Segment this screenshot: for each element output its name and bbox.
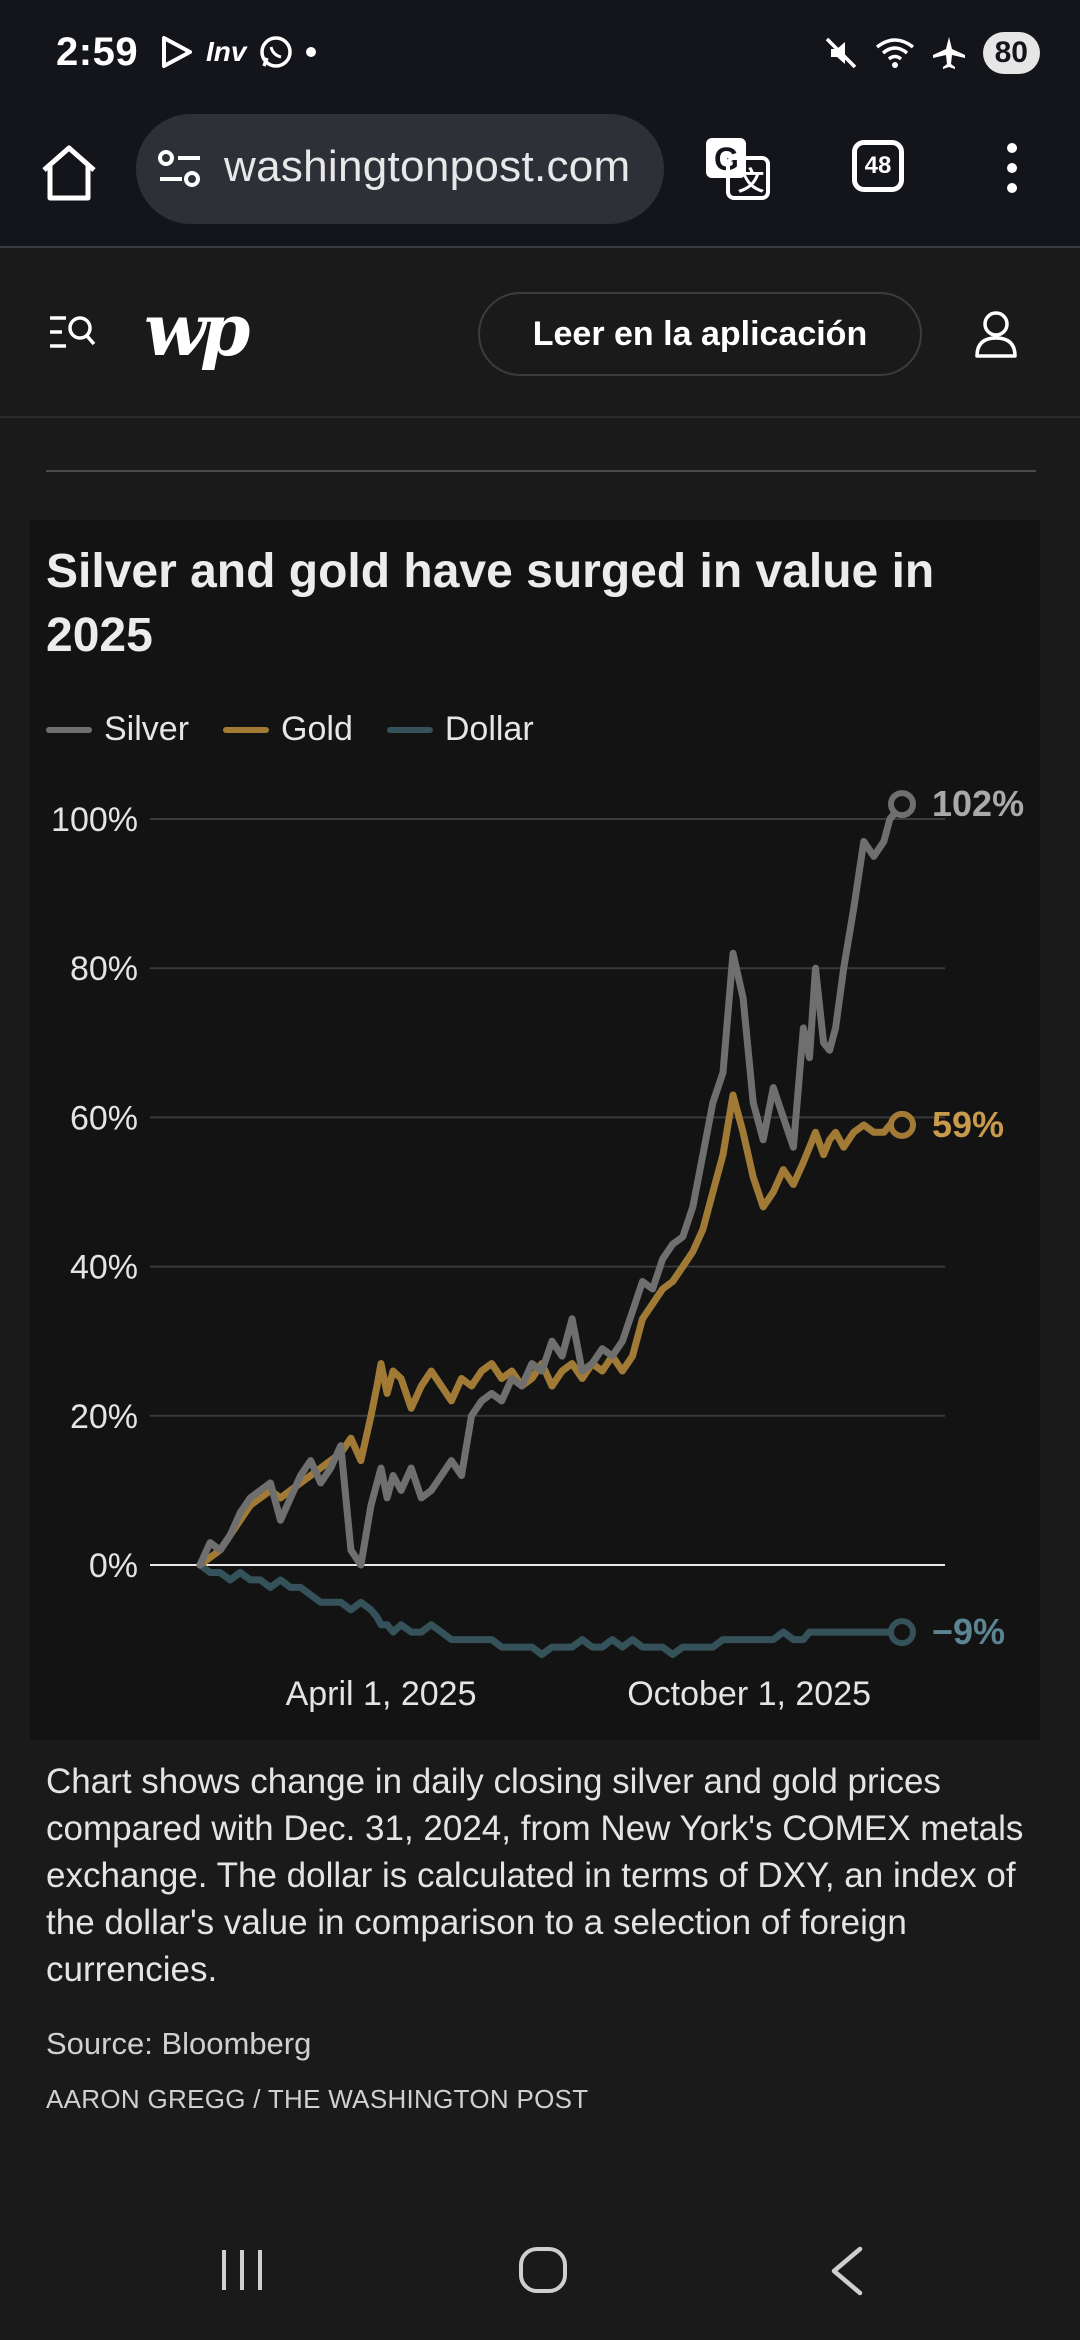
legend-label-gold: Gold	[281, 710, 353, 748]
notification-icons: Inv	[158, 34, 317, 70]
x-tick-label: October 1, 2025	[627, 1675, 871, 1713]
system-nav-bar	[0, 2200, 1080, 2340]
legend-item-gold: Gold	[223, 710, 353, 749]
legend-swatch-silver	[46, 726, 92, 733]
inv-icon: Inv	[206, 36, 247, 67]
translate-icon[interactable]: G文	[704, 134, 770, 200]
address-bar[interactable]: washingtonpost.com	[136, 114, 664, 224]
play-icon	[162, 36, 192, 68]
end-marker-silver	[888, 790, 916, 819]
end-label-silver: 102%	[932, 783, 1024, 824]
legend-item-dollar: Dollar	[386, 710, 534, 749]
y-tick-label: 40%	[70, 1249, 138, 1287]
y-tick-label: 100%	[51, 801, 138, 839]
system-icons: 80	[823, 32, 1040, 74]
legend-swatch-dollar	[386, 726, 433, 733]
status-time: 2:59	[56, 30, 139, 74]
menu-search-icon[interactable]	[48, 312, 96, 352]
end-label-gold: 59%	[932, 1104, 1004, 1145]
user-account-icon[interactable]	[974, 310, 1018, 358]
open-in-app-button[interactable]: Leer en la aplicación	[478, 292, 922, 376]
chart-legend: Silver Gold Dollar	[46, 710, 534, 749]
y-tick-label: 60%	[70, 1099, 138, 1137]
series-line-dollar	[196, 1561, 906, 1658]
home-icon[interactable]	[38, 142, 100, 204]
section-divider	[46, 470, 1036, 472]
airplane-icon	[932, 37, 965, 69]
x-tick-label: April 1, 2025	[286, 1675, 477, 1713]
end-label-dollar: −9%	[932, 1611, 1005, 1652]
back-icon[interactable]	[826, 2246, 866, 2296]
more-options-icon[interactable]	[1000, 140, 1024, 196]
end-marker-dollar	[888, 1618, 916, 1647]
legend-item-silver: Silver	[46, 710, 189, 749]
washington-post-logo[interactable]: wp	[144, 287, 250, 372]
series-line-gold	[196, 1091, 906, 1569]
battery-icon: 80	[982, 32, 1040, 74]
site-settings-icon[interactable]	[156, 148, 204, 190]
nav-home-icon[interactable]	[518, 2246, 568, 2294]
series-line-silver	[196, 800, 906, 1569]
whatsapp-icon	[260, 36, 293, 68]
url-text[interactable]: washingtonpost.com	[224, 142, 631, 191]
mute-icon	[825, 37, 856, 69]
wifi-icon	[875, 38, 914, 68]
y-tick-label: 0%	[89, 1547, 138, 1585]
line-chart: 0% 20% 40% 60% 80% 100% April 1, 2025 October 1…	[51, 783, 1024, 1713]
end-marker-gold	[888, 1110, 916, 1139]
chart-description: Chart shows change in daily closing silv…	[46, 1762, 1024, 1989]
site-header: wp Leer en la aplicación	[0, 250, 1080, 418]
tab-switcher-button[interactable]: 48	[852, 140, 904, 192]
chart-credit: AARON GREGG / THE WASHINGTON POST	[46, 2084, 589, 2114]
status-bar: 2:59 Inv 80	[0, 0, 1080, 112]
recent-apps-icon[interactable]	[218, 2248, 266, 2292]
chart-source: Source: Bloomberg	[46, 2026, 312, 2061]
legend-label-dollar: Dollar	[444, 710, 534, 748]
legend-swatch-gold	[223, 726, 270, 733]
y-tick-label: 80%	[70, 950, 138, 988]
chart-title: Silver and gold have surged in value in …	[46, 545, 935, 662]
legend-label-silver: Silver	[104, 710, 190, 748]
y-tick-label: 20%	[70, 1398, 138, 1436]
svg-text:文: 文	[738, 166, 765, 196]
dot-icon	[306, 47, 317, 57]
